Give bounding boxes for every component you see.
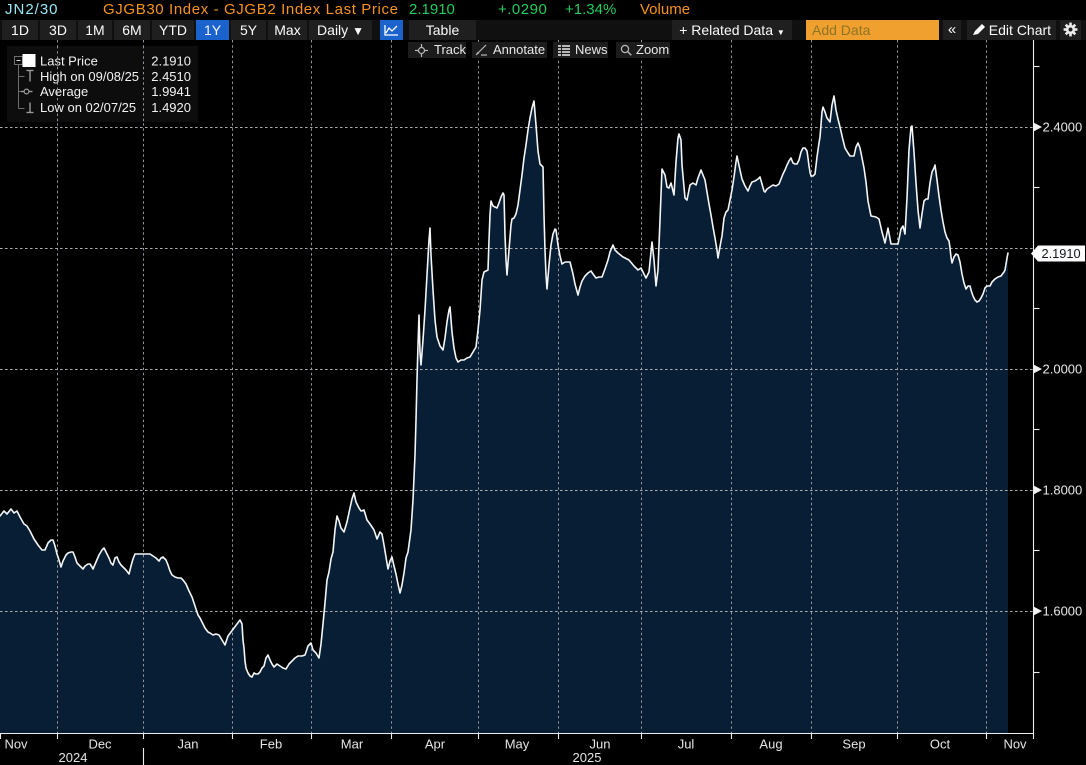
svg-text:1.9941: 1.9941 [151,84,191,99]
svg-text:Average: Average [40,84,88,99]
svg-text:Oct: Oct [930,737,951,752]
svg-text:Last Price: Last Price [40,54,98,69]
svg-text:1.4920: 1.4920 [151,100,191,115]
svg-text:Aug: Aug [759,737,782,752]
svg-text:2.1910: 2.1910 [1042,246,1081,261]
svg-text:Jul: Jul [678,737,695,752]
svg-text:Nov: Nov [1003,737,1027,752]
svg-text:May: May [505,737,530,752]
svg-text:Low on 02/07/25: Low on 02/07/25 [40,100,136,115]
svg-text:Jan: Jan [178,737,199,752]
svg-text:Dec: Dec [88,737,112,752]
svg-text:Mar: Mar [341,737,364,752]
svg-text:Nov: Nov [4,737,28,752]
svg-text:2.0000: 2.0000 [1043,362,1083,377]
svg-text:2.4510: 2.4510 [151,69,191,84]
svg-text:High on 09/08/25: High on 09/08/25 [40,69,139,84]
svg-text:Feb: Feb [260,737,282,752]
svg-text:1.6000: 1.6000 [1043,604,1083,619]
svg-text:2.1910: 2.1910 [151,54,191,69]
svg-text:2.4000: 2.4000 [1043,120,1083,135]
svg-text:2024: 2024 [59,750,88,765]
svg-text:Sep: Sep [842,737,865,752]
svg-text:2025: 2025 [573,750,602,765]
svg-text:1.8000: 1.8000 [1043,483,1083,498]
svg-text:Jun: Jun [590,737,611,752]
svg-text:Apr: Apr [425,737,446,752]
